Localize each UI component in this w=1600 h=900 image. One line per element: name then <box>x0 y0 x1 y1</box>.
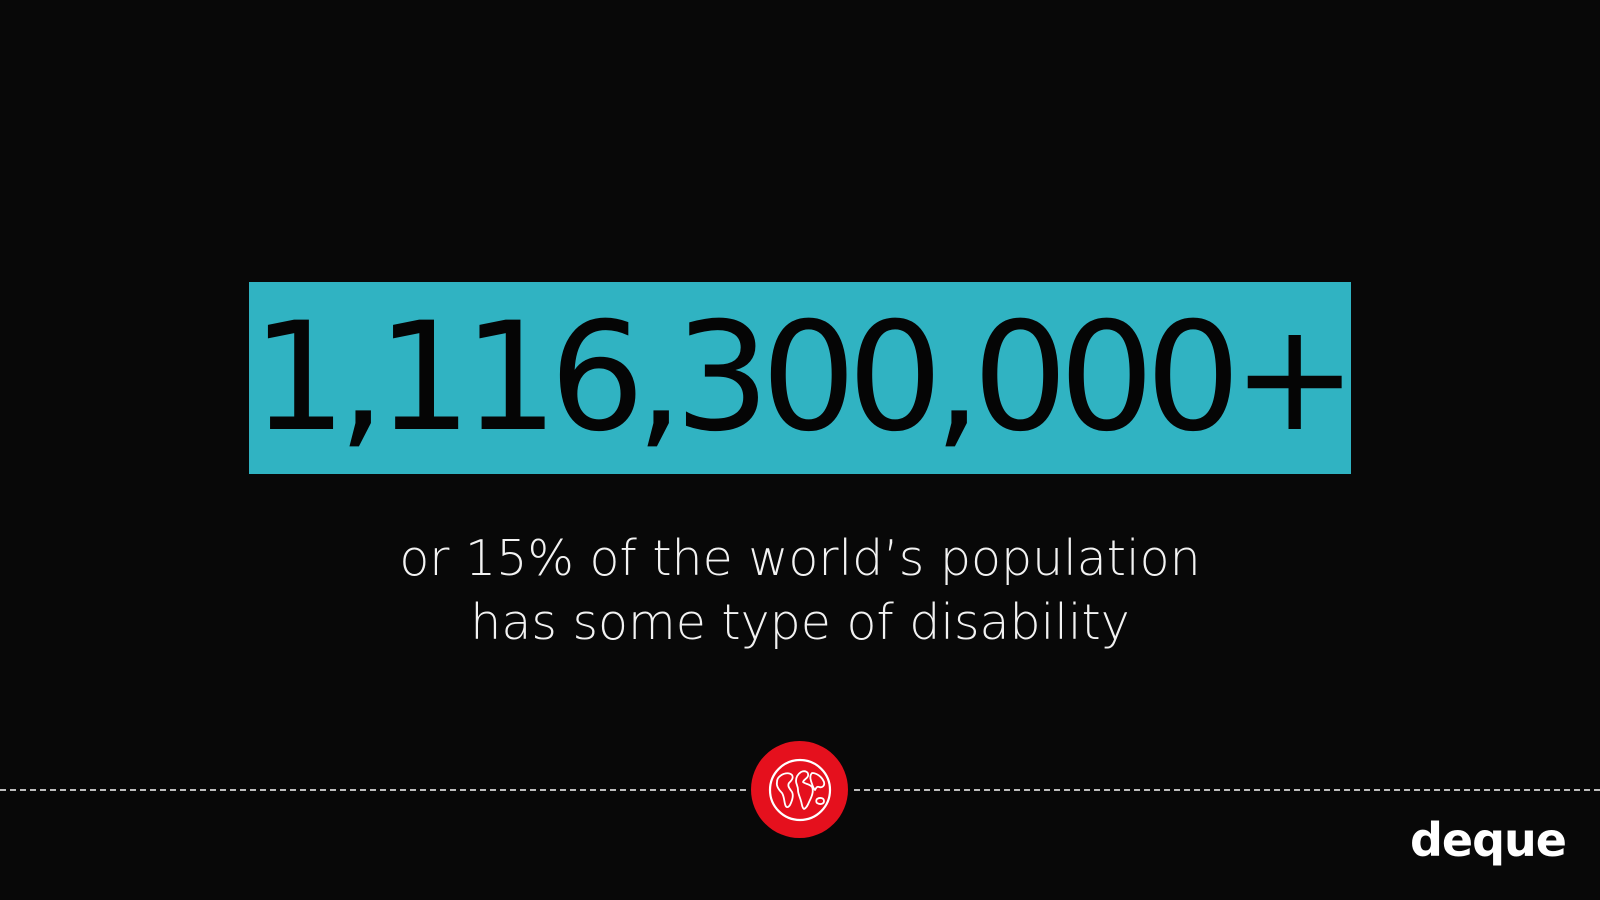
caption-line-2: has some type of disability <box>470 594 1130 651</box>
globe-icon <box>768 758 831 821</box>
globe-badge <box>751 741 848 838</box>
deque-logo: deque <box>1410 813 1567 867</box>
caption-line-1: or 15% of the world’s population <box>399 530 1201 587</box>
divider-left <box>0 789 746 791</box>
stat-highlight-box <box>249 282 1351 474</box>
brand-wordmark: deque <box>1410 813 1566 867</box>
stat-number: 1,116,300,000+ <box>251 291 1357 465</box>
divider-right <box>854 789 1600 791</box>
